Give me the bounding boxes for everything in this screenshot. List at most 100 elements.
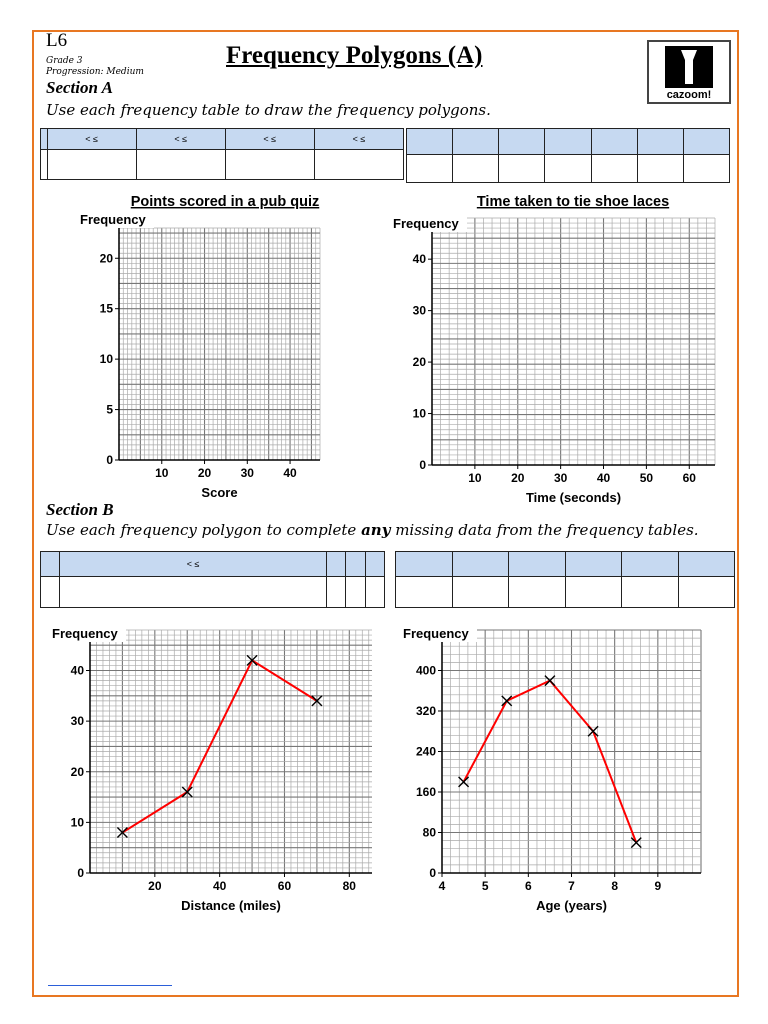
table-a1: < ≤ < ≤ < ≤ < ≤ [40,128,405,180]
x-tick-label: 7 [568,879,575,893]
table-cell[interactable] [498,154,546,183]
table-cell[interactable] [59,576,327,608]
chart-4: 4 5 6 7 8 9 0 80 160 240 320 400 Age (years) Frequenc… [401,625,702,913]
y-label-bg [50,625,126,642]
y-tick-label: 400 [416,664,436,678]
chart-2: 10 20 30 40 50 60 0 10 20 30 40 Time (seconds) Frequ… [391,194,716,505]
x-tick-label: 9 [654,879,661,893]
chart-title: Points scored in a pub quiz [131,194,320,210]
y-tick-label: 20 [413,355,427,369]
x-tick-label: 20 [148,879,162,893]
svg-text:cazoom!: cazoom! [667,89,712,101]
series-line [121,658,318,834]
y-tick-label: 240 [416,745,436,759]
section-b-heading: Section B [46,500,114,519]
y-tick-label: 20 [71,765,85,779]
x-tick-label: 40 [213,879,227,893]
data-point-cross [116,827,128,838]
y-label-bg [78,211,154,228]
y-tick-label: 80 [423,826,437,840]
data-point-cross [311,695,323,707]
table-cell[interactable] [39,576,61,608]
y-axis-label: Frequency [80,212,147,227]
chart-title: Time taken to tie shoe laces [477,194,669,210]
y-tick-label: 320 [416,704,436,718]
x-tick-label: 20 [511,471,525,485]
x-tick-label: 30 [241,466,255,480]
x-tick-label: 40 [597,471,611,485]
page-border [32,30,739,997]
x-tick-label: 20 [198,466,212,480]
table-cell[interactable] [452,154,500,183]
level-label: L6 [46,30,68,51]
chart-1: 10 20 30 40 0 5 10 15 20 Score Frequency Points sco… [78,194,321,500]
table-cell[interactable] [544,154,592,183]
table-b1: < ≤ [39,551,386,608]
table-cell[interactable] [364,576,386,608]
data-point-cross [458,776,470,788]
x-axis-label: Score [201,485,237,500]
x-tick-label: 5 [482,879,489,893]
x-tick-label: 8 [611,879,618,893]
chart-3: 20 40 60 80 0 10 20 30 40 Distance (miles) Frequen… [50,625,372,913]
x-tick-label: 10 [468,471,482,485]
x-tick-label: 6 [525,879,532,893]
y-tick-label: 40 [71,664,85,678]
x-tick-label: 60 [278,879,292,893]
y-axis-label: Frequency [403,626,470,641]
y-tick-label: 0 [419,458,426,472]
y-label-bg [391,215,467,232]
x-axis-label: Age (years) [536,898,607,913]
table-a2 [405,128,731,183]
grade-label: Grade 3 [46,56,83,66]
data-point-cross [181,786,193,798]
x-tick-label: 30 [554,471,568,485]
section-a-instruction: Use each frequency table to draw the fre… [46,101,491,119]
x-tick-label: 50 [640,471,654,485]
footer-link[interactable] [48,984,172,986]
y-tick-label: 160 [416,785,436,799]
y-label-bg [401,625,477,642]
y-tick-label: 0 [429,866,436,880]
y-tick-label: 15 [100,302,114,316]
y-axis-label: Frequency [393,216,460,231]
x-axis-label: Distance (miles) [181,898,281,913]
y-tick-label: 40 [413,252,427,266]
table-header: < ≤ [224,128,315,150]
y-tick-label: 10 [100,352,114,366]
y-tick-label: 30 [71,714,85,728]
table-cell[interactable] [508,576,566,608]
data-point-cross [501,695,513,707]
table-cell[interactable] [677,576,735,608]
table-cell[interactable] [313,149,405,180]
y-tick-label: 0 [106,453,113,467]
table-header: < ≤ [46,128,137,150]
table-cell[interactable] [451,576,509,608]
y-axis-label: Frequency [52,626,119,641]
section-a-heading: Section A [46,78,113,97]
y-tick-label: 10 [413,407,427,421]
table-cell[interactable] [621,576,679,608]
data-point-cross [246,654,258,666]
table-cell[interactable] [224,149,315,180]
page-title: Frequency Polygons (A) [226,42,483,69]
x-tick-label: 60 [683,471,697,485]
data-point-cross [544,675,556,687]
table-cell[interactable] [135,149,226,180]
y-tick-label: 20 [100,251,114,265]
table-cell[interactable] [590,154,638,183]
y-tick-label: 0 [77,866,84,880]
table-cell[interactable] [395,576,453,608]
table-cell[interactable] [682,154,731,183]
y-tick-label: 10 [71,815,85,829]
y-tick-label: 5 [106,403,113,417]
x-tick-label: 40 [283,466,297,480]
table-cell[interactable] [636,154,684,183]
x-tick-label: 4 [439,879,446,893]
table-header: < ≤ [313,128,405,150]
table-cell[interactable] [564,576,622,608]
data-point-cross [630,837,642,849]
cazoom-logo: cazoom! [647,40,731,104]
x-axis-label: Time (seconds) [526,490,621,505]
